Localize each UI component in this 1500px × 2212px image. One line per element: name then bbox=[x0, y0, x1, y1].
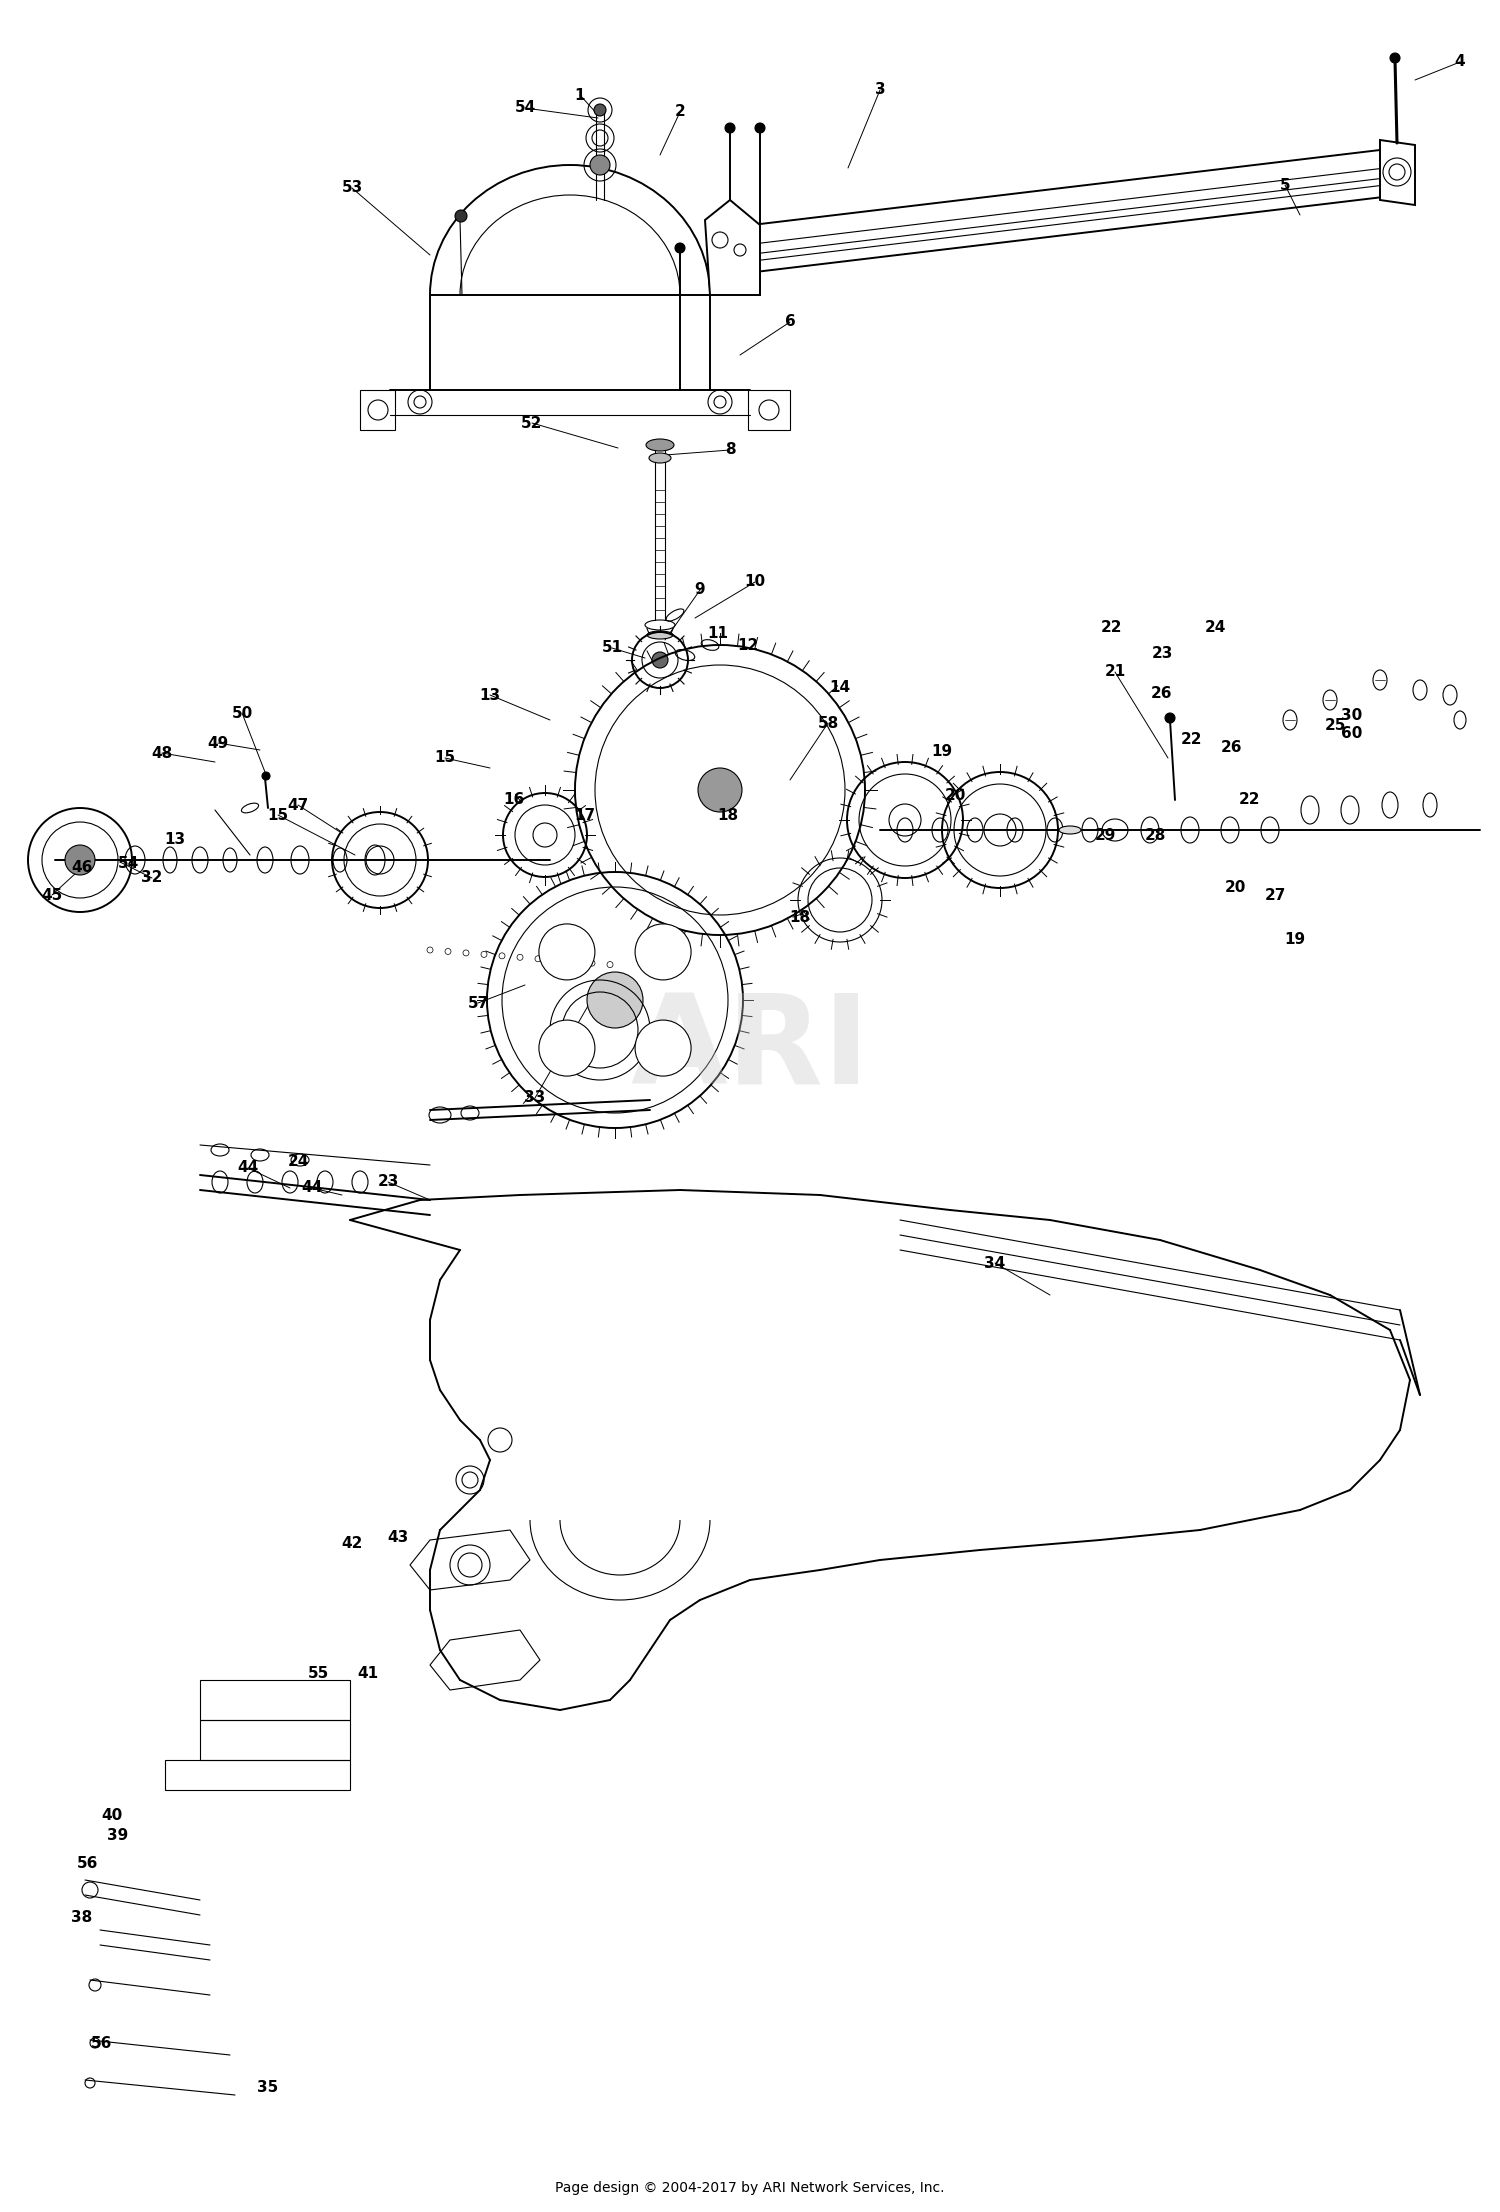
Text: 49: 49 bbox=[207, 737, 228, 750]
Circle shape bbox=[724, 124, 735, 133]
Text: 19: 19 bbox=[932, 745, 952, 759]
Text: 32: 32 bbox=[141, 872, 162, 885]
Text: 26: 26 bbox=[1152, 686, 1173, 701]
Text: 25: 25 bbox=[1324, 717, 1346, 732]
Circle shape bbox=[262, 772, 270, 781]
Circle shape bbox=[634, 925, 692, 980]
Ellipse shape bbox=[646, 438, 674, 451]
Text: 2: 2 bbox=[675, 104, 686, 119]
Circle shape bbox=[698, 768, 742, 812]
Circle shape bbox=[1166, 712, 1174, 723]
Circle shape bbox=[538, 925, 596, 980]
Circle shape bbox=[675, 243, 686, 252]
Polygon shape bbox=[1380, 139, 1414, 206]
Text: 9: 9 bbox=[694, 582, 705, 597]
Text: 20: 20 bbox=[1224, 880, 1245, 896]
Circle shape bbox=[1390, 53, 1400, 62]
Text: 45: 45 bbox=[42, 887, 63, 902]
Text: 23: 23 bbox=[378, 1175, 399, 1190]
Text: 15: 15 bbox=[267, 807, 288, 823]
Text: 56: 56 bbox=[78, 1856, 99, 1871]
Text: 38: 38 bbox=[72, 1911, 93, 1924]
Circle shape bbox=[586, 971, 644, 1029]
Circle shape bbox=[754, 124, 765, 133]
Text: 28: 28 bbox=[1144, 827, 1166, 843]
Text: 44: 44 bbox=[237, 1161, 258, 1175]
Text: 39: 39 bbox=[108, 1827, 129, 1843]
Text: 21: 21 bbox=[1104, 664, 1125, 679]
Text: Page design © 2004-2017 by ARI Network Services, Inc.: Page design © 2004-2017 by ARI Network S… bbox=[555, 2181, 945, 2194]
Text: 44: 44 bbox=[302, 1181, 322, 1194]
Text: 43: 43 bbox=[387, 1531, 408, 1546]
Text: 42: 42 bbox=[342, 1535, 363, 1551]
Text: 16: 16 bbox=[504, 792, 525, 807]
Text: 52: 52 bbox=[522, 416, 543, 431]
Circle shape bbox=[652, 653, 668, 668]
Text: 54: 54 bbox=[117, 856, 138, 872]
Text: 18: 18 bbox=[717, 807, 738, 823]
Text: 26: 26 bbox=[1221, 741, 1242, 757]
Circle shape bbox=[454, 210, 466, 221]
Text: 24: 24 bbox=[1204, 622, 1225, 635]
Text: 6: 6 bbox=[784, 314, 795, 330]
Text: 18: 18 bbox=[789, 911, 810, 925]
Text: 34: 34 bbox=[984, 1256, 1005, 1270]
Ellipse shape bbox=[646, 630, 674, 639]
Circle shape bbox=[634, 1020, 692, 1075]
Text: 15: 15 bbox=[435, 750, 456, 765]
Text: 22: 22 bbox=[1239, 792, 1260, 807]
Text: 57: 57 bbox=[468, 995, 489, 1011]
Text: 3: 3 bbox=[874, 82, 885, 97]
Text: 17: 17 bbox=[574, 807, 596, 823]
Text: 46: 46 bbox=[72, 860, 93, 876]
Text: 23: 23 bbox=[1152, 646, 1173, 661]
Text: 19: 19 bbox=[1284, 933, 1305, 947]
Text: 20: 20 bbox=[945, 787, 966, 803]
Circle shape bbox=[64, 845, 94, 876]
Text: 60: 60 bbox=[1341, 726, 1362, 741]
Text: 54: 54 bbox=[514, 100, 535, 115]
Text: 33: 33 bbox=[525, 1091, 546, 1106]
Text: 12: 12 bbox=[738, 637, 759, 653]
Text: 13: 13 bbox=[480, 688, 501, 703]
Text: 50: 50 bbox=[231, 706, 252, 721]
Text: 22: 22 bbox=[1101, 622, 1122, 635]
Text: 55: 55 bbox=[308, 1666, 328, 1681]
Circle shape bbox=[594, 104, 606, 115]
Text: 13: 13 bbox=[165, 832, 186, 847]
Circle shape bbox=[590, 155, 610, 175]
Text: 22: 22 bbox=[1182, 732, 1203, 748]
Circle shape bbox=[714, 396, 726, 407]
Text: 11: 11 bbox=[708, 626, 729, 641]
Text: 27: 27 bbox=[1264, 887, 1286, 902]
Text: 14: 14 bbox=[830, 681, 850, 695]
Text: 58: 58 bbox=[818, 714, 839, 730]
Circle shape bbox=[538, 1020, 596, 1075]
Text: 4: 4 bbox=[1455, 55, 1466, 69]
Text: 53: 53 bbox=[342, 181, 363, 195]
Text: 51: 51 bbox=[602, 641, 622, 655]
Text: 56: 56 bbox=[92, 2035, 112, 2051]
Text: ARI: ARI bbox=[630, 989, 870, 1110]
Text: 30: 30 bbox=[1341, 708, 1362, 723]
Text: 8: 8 bbox=[724, 442, 735, 458]
Text: 24: 24 bbox=[288, 1155, 309, 1170]
Text: 47: 47 bbox=[288, 799, 309, 812]
Text: 41: 41 bbox=[357, 1666, 378, 1681]
Polygon shape bbox=[705, 199, 760, 294]
Text: 35: 35 bbox=[258, 2081, 279, 2095]
Ellipse shape bbox=[1059, 825, 1082, 834]
Ellipse shape bbox=[650, 453, 670, 462]
Text: 40: 40 bbox=[102, 1807, 123, 1823]
Polygon shape bbox=[710, 150, 1400, 274]
Text: 44: 44 bbox=[654, 1035, 675, 1048]
Text: 29: 29 bbox=[1095, 827, 1116, 843]
Text: 48: 48 bbox=[152, 745, 172, 761]
Text: 1: 1 bbox=[574, 88, 585, 102]
Circle shape bbox=[414, 396, 426, 407]
Text: 10: 10 bbox=[744, 575, 765, 591]
Text: 5: 5 bbox=[1280, 177, 1290, 192]
